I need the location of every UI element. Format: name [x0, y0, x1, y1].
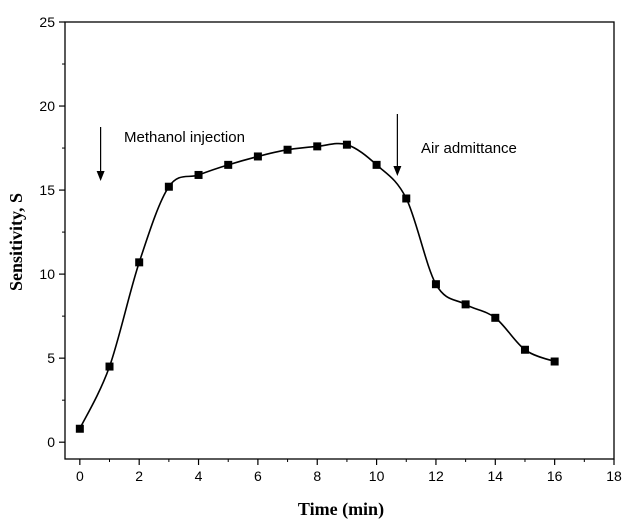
- x-tick-label: 14: [488, 468, 504, 484]
- tick-marks: [59, 21, 615, 465]
- annotation-label: Air admittance: [421, 140, 517, 157]
- y-tick-label: 25: [39, 14, 55, 30]
- data-point: [75, 424, 84, 433]
- y-tick-label: 5: [47, 350, 55, 366]
- data-point: [105, 362, 114, 371]
- annotation-arrow-head: [96, 171, 105, 181]
- y-tick-label: 10: [39, 266, 55, 282]
- x-tick-label: 12: [428, 468, 444, 484]
- data-point: [194, 170, 203, 179]
- data-point: [402, 194, 411, 203]
- x-tick-label: 0: [76, 468, 84, 484]
- data-point: [253, 152, 262, 161]
- data-point: [550, 357, 559, 366]
- annotations: Methanol injection Air admittance: [96, 114, 517, 181]
- axes-frame: [64, 21, 615, 460]
- data-point: [461, 300, 470, 309]
- data-point: [283, 145, 292, 154]
- x-tick-label: 2: [135, 468, 143, 484]
- series-line: [79, 142, 555, 430]
- data-point: [372, 160, 381, 169]
- x-tick-label: 18: [606, 468, 622, 484]
- y-axis-title: Sensitivity, S: [6, 193, 26, 291]
- data-point: [164, 182, 173, 191]
- data-point: [520, 345, 529, 354]
- data-point: [491, 313, 500, 322]
- y-tick-label: 0: [47, 434, 55, 450]
- data-point: [342, 140, 351, 149]
- x-axis-title: Time (min): [298, 499, 384, 520]
- data-point: [135, 258, 144, 267]
- data-point: [431, 280, 440, 289]
- series-markers: [75, 140, 559, 433]
- x-tick-label: 10: [369, 468, 385, 484]
- x-tick-label: 6: [254, 468, 262, 484]
- data-point: [313, 142, 322, 151]
- y-tick-label: 20: [39, 98, 55, 114]
- annotation-arrow-head: [393, 166, 402, 176]
- x-tick-label: 4: [195, 468, 203, 484]
- annotation-label: Methanol injection: [124, 129, 245, 146]
- tick-labels: 0 2 4 6 8 10 12 14 16 18 0 5 10 15 20 25: [39, 14, 622, 484]
- y-tick-label: 15: [39, 182, 55, 198]
- x-tick-label: 8: [313, 468, 321, 484]
- x-tick-label: 16: [547, 468, 563, 484]
- data-point: [224, 160, 233, 169]
- plot-frame: [64, 21, 615, 460]
